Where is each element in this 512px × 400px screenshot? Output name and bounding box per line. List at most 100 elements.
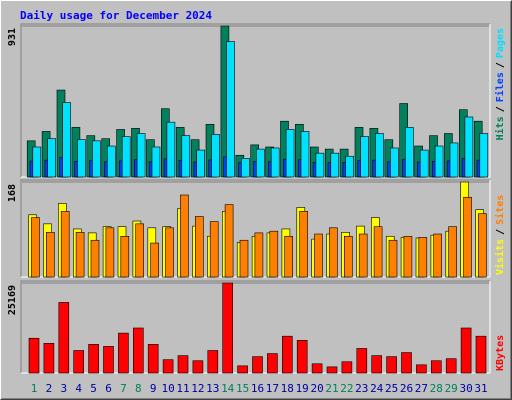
legend-entry: KBytes — [495, 335, 506, 371]
legend-entry: Hits — [494, 116, 506, 140]
bar — [121, 136, 131, 178]
bar — [58, 302, 70, 374]
bar — [345, 155, 355, 178]
plot-frame — [20, 23, 490, 177]
bar — [463, 196, 472, 278]
legend: Visits / Sites — [494, 195, 506, 275]
bar — [45, 232, 55, 278]
bar — [269, 230, 279, 278]
x-tick-label: 11 — [176, 382, 189, 395]
bar — [133, 327, 144, 374]
bar — [356, 348, 368, 374]
x-tick-label: 15 — [236, 382, 249, 395]
x-tick-label: 12 — [191, 382, 204, 395]
bar — [281, 335, 293, 374]
x-tick-label: 14 — [221, 382, 235, 395]
bar — [430, 360, 442, 374]
chart-title: Daily usage for December 2024 — [20, 9, 212, 22]
x-tick-label: 3 — [60, 382, 67, 395]
bar — [135, 223, 144, 278]
bar — [226, 41, 235, 178]
bar — [43, 343, 55, 374]
bar — [270, 147, 280, 178]
bar — [460, 327, 472, 374]
legend: Hits / Files / Pages — [494, 28, 506, 140]
x-tick-label: 16 — [251, 382, 264, 395]
bar — [90, 239, 100, 278]
y-tick-label: 931 — [7, 28, 18, 46]
x-tick-label: 24 — [370, 382, 384, 395]
bar — [448, 226, 457, 278]
plot-frame — [20, 179, 490, 277]
bar — [296, 339, 308, 374]
bar — [373, 226, 383, 278]
plot-frame — [20, 280, 490, 373]
bar — [118, 332, 129, 374]
legend-separator: / — [495, 106, 506, 112]
bar — [180, 194, 189, 278]
bar — [165, 227, 174, 278]
bar — [224, 204, 234, 278]
legend-entry: Sites — [494, 195, 506, 225]
bar — [252, 356, 263, 374]
x-tick-label: 8 — [135, 382, 142, 395]
bar — [47, 138, 57, 178]
bar — [177, 355, 189, 374]
bar — [241, 158, 250, 178]
bar — [120, 235, 130, 278]
x-tick-label: 18 — [281, 382, 294, 395]
bar — [330, 152, 340, 178]
bar — [237, 365, 248, 374]
bar — [388, 239, 398, 278]
bar — [147, 344, 159, 374]
bar — [285, 129, 295, 178]
bar — [449, 142, 459, 178]
bar — [358, 233, 368, 278]
x-tick-label: 10 — [161, 382, 174, 395]
bar — [136, 133, 146, 178]
x-tick-label: 7 — [120, 382, 127, 395]
bar — [433, 233, 443, 278]
bar — [315, 152, 325, 178]
bar — [479, 133, 489, 178]
bar — [386, 356, 397, 374]
bar — [341, 361, 353, 374]
bar — [329, 227, 338, 278]
x-tick-label: 19 — [296, 382, 309, 395]
bar — [239, 239, 249, 278]
bar — [107, 145, 116, 178]
bar — [162, 359, 174, 374]
bar — [62, 102, 71, 178]
bar — [207, 350, 219, 374]
bar — [416, 364, 427, 374]
x-tick-label: 23 — [355, 382, 368, 395]
x-tick-label: 28 — [430, 382, 443, 395]
bar — [166, 121, 176, 178]
bar — [255, 148, 265, 178]
x-tick-label: 13 — [206, 382, 219, 395]
bar — [284, 235, 294, 278]
bar — [326, 366, 338, 374]
bar — [300, 131, 310, 178]
x-tick-label: 20 — [310, 382, 323, 395]
bar — [28, 337, 40, 374]
x-tick-label: 4 — [75, 382, 82, 395]
bar — [418, 237, 428, 278]
x-tick-label: 17 — [266, 382, 279, 395]
bar — [475, 335, 487, 374]
x-tick-label: 27 — [415, 382, 428, 395]
bar — [103, 346, 114, 374]
bar — [209, 221, 219, 278]
bar — [478, 213, 487, 278]
legend-entry: Pages — [495, 28, 506, 58]
bar — [445, 358, 457, 374]
bar — [434, 145, 444, 178]
x-tick-label: 2 — [46, 382, 53, 395]
bar — [192, 360, 204, 374]
bar — [375, 133, 384, 178]
x-tick-label: 29 — [445, 382, 458, 395]
bar — [222, 282, 233, 374]
bar — [464, 116, 474, 178]
